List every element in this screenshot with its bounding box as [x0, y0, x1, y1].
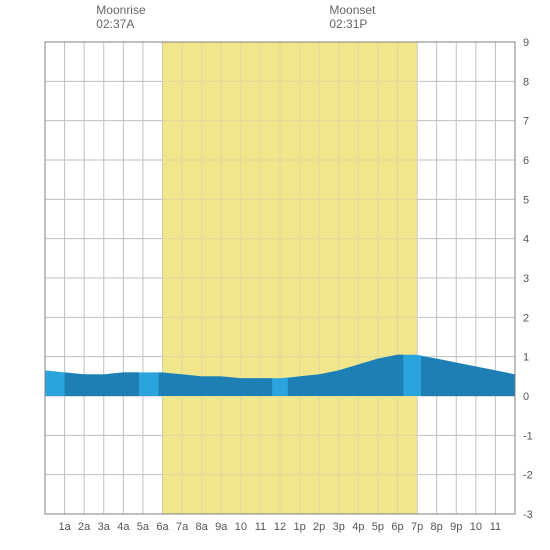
svg-text:1: 1 — [523, 352, 529, 364]
svg-text:6p: 6p — [391, 521, 403, 533]
moonrise-label: Moonrise — [96, 3, 146, 17]
svg-text:10: 10 — [235, 521, 247, 533]
svg-text:6: 6 — [523, 155, 529, 167]
svg-text:4: 4 — [523, 234, 529, 246]
svg-text:2p: 2p — [313, 521, 325, 533]
svg-text:9: 9 — [523, 37, 529, 49]
svg-text:3a: 3a — [98, 521, 111, 533]
svg-text:7: 7 — [523, 116, 529, 128]
x-axis-labels: 1a 2a 3a 4a 5a 6a 7a 8a 9a 10 11 12 1p 2p 3p 4p 5p 6p 7p 8p… — [58, 521, 501, 533]
chart-svg: 1a2a3a4a5a6a7a8a9a1011121p2p3p4p5p6p7p8p… — [0, 0, 550, 550]
svg-text:3p: 3p — [333, 521, 345, 533]
svg-text:4a: 4a — [117, 521, 130, 533]
svg-text:-1: -1 — [523, 430, 533, 442]
svg-text:6a: 6a — [156, 521, 169, 533]
svg-text:0: 0 — [523, 391, 529, 403]
svg-text:12: 12 — [274, 521, 286, 533]
svg-text:-2: -2 — [523, 470, 533, 482]
svg-text:5p: 5p — [372, 521, 384, 533]
svg-text:11: 11 — [255, 521, 266, 533]
svg-text:7a: 7a — [176, 521, 189, 533]
svg-text:11: 11 — [490, 521, 501, 533]
svg-text:1p: 1p — [293, 521, 305, 533]
svg-text:2a: 2a — [78, 521, 91, 533]
tide-overlay-0 — [65, 372, 139, 396]
moonset-label: Moonset — [329, 3, 376, 17]
svg-text:2: 2 — [523, 312, 529, 324]
svg-text:8p: 8p — [431, 521, 443, 533]
svg-text:3: 3 — [523, 273, 529, 285]
svg-text:5: 5 — [523, 194, 529, 206]
svg-text:9p: 9p — [450, 521, 462, 533]
svg-text:10: 10 — [470, 521, 482, 533]
tide-chart: 1a2a3a4a5a6a7a8a9a1011121p2p3p4p5p6p7p8p… — [0, 0, 550, 550]
svg-text:7p: 7p — [411, 521, 423, 533]
svg-text:-3: -3 — [523, 509, 533, 521]
svg-text:4p: 4p — [352, 521, 364, 533]
moonrise-time: 02:37A — [96, 17, 134, 31]
svg-text:9a: 9a — [215, 521, 228, 533]
svg-text:8a: 8a — [196, 521, 209, 533]
moonset-time: 02:31P — [329, 17, 367, 31]
svg-text:5a: 5a — [137, 521, 150, 533]
svg-text:1a: 1a — [58, 521, 71, 533]
svg-text:8: 8 — [523, 76, 529, 88]
